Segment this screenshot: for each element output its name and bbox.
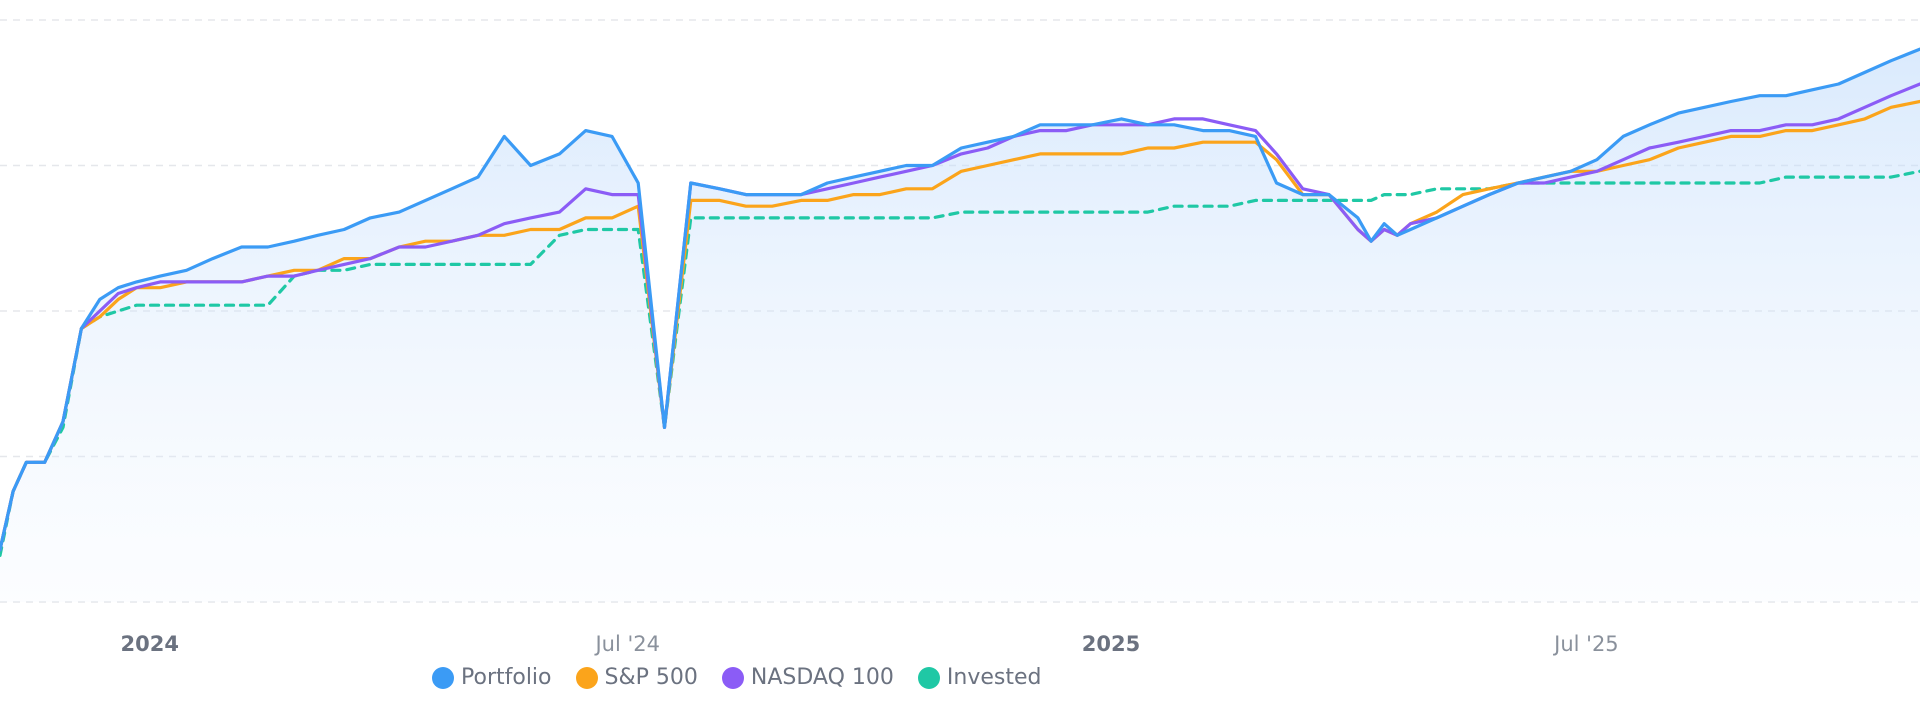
legend-item-nasdaq-100[interactable]: NASDAQ 100 bbox=[721, 664, 894, 692]
legend-item-s-p-500[interactable]: S&P 500 bbox=[575, 664, 698, 692]
legend-item-invested[interactable]: Invested bbox=[917, 664, 1042, 692]
portfolio-area bbox=[0, 49, 1920, 603]
x-tick-label: 2025 bbox=[1082, 632, 1140, 656]
x-tick-label: 2024 bbox=[120, 632, 178, 656]
x-axis-ticks: 2024 Jul '24 2025 Jul '25 bbox=[120, 632, 1618, 656]
legend-dot-icon bbox=[432, 667, 454, 689]
chart-legend: Portfolio S&P 500 NASDAQ 100 Invested bbox=[0, 664, 1920, 692]
legend-label: S&P 500 bbox=[604, 665, 698, 690]
area-fill bbox=[0, 49, 1920, 603]
legend-label: Portfolio bbox=[461, 665, 552, 690]
series-lines bbox=[0, 47, 1920, 557]
legend-label: Invested bbox=[946, 665, 1042, 690]
legend-dot-icon bbox=[721, 667, 744, 689]
legend-dot-icon bbox=[575, 667, 598, 689]
legend-label: NASDAQ 100 bbox=[750, 665, 894, 690]
x-tick-label: Jul '25 bbox=[1552, 632, 1619, 656]
x-tick-label: Jul '24 bbox=[593, 632, 660, 656]
legend-dot-icon bbox=[917, 667, 940, 689]
legend-item-portfolio[interactable]: Portfolio bbox=[432, 664, 552, 692]
series-line-portfolio bbox=[0, 47, 1920, 552]
